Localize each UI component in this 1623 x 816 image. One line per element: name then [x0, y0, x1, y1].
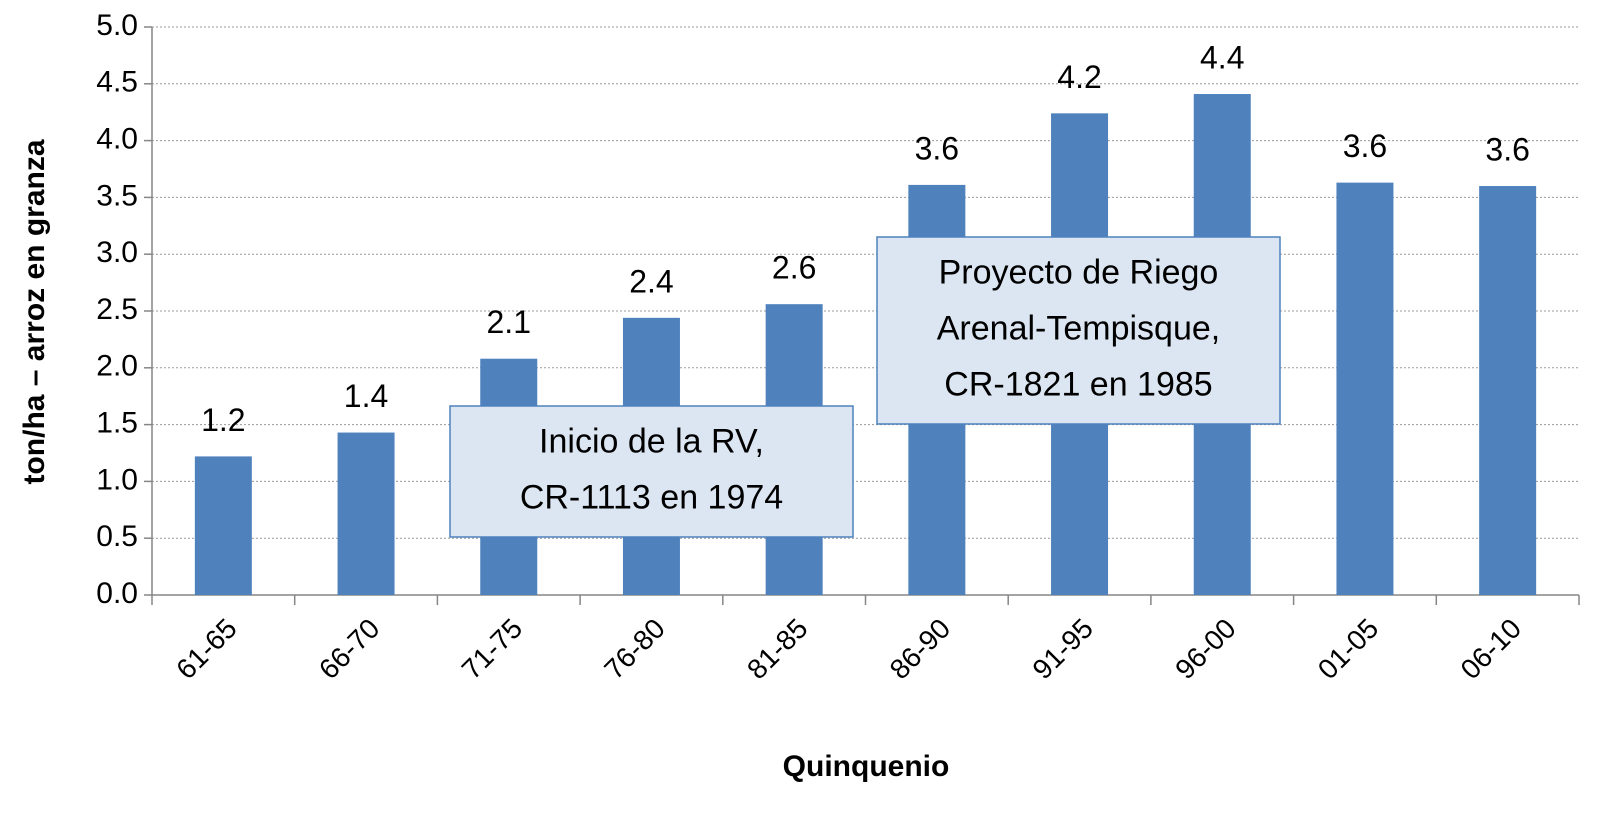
y-tick-label: 4.5: [96, 66, 138, 99]
x-tick-label: 96-00: [1169, 613, 1242, 686]
value-label: 3.6: [1485, 131, 1529, 167]
annotation-box: [876, 236, 1281, 425]
y-tick-label: 3.5: [96, 179, 138, 212]
value-label: 4.2: [1057, 59, 1101, 95]
x-tick-label: 01-05: [1312, 613, 1385, 686]
y-tick-label: 3.0: [96, 236, 138, 269]
y-tick-label: 5.0: [96, 9, 138, 42]
annotation-text: Arenal-Tempisque,: [937, 309, 1220, 347]
value-label: 4.4: [1200, 39, 1244, 75]
value-label: 2.6: [772, 250, 816, 286]
x-tick-label: 86-90: [884, 613, 957, 686]
value-label: 1.2: [201, 402, 245, 438]
y-tick-label: 1.0: [96, 463, 138, 496]
bar: [1336, 182, 1394, 595]
annotation-box: [449, 405, 854, 538]
value-label: 3.6: [1343, 128, 1387, 164]
annotation-text: CR-1821 en 1985: [944, 365, 1212, 403]
x-tick-label: 76-80: [598, 613, 671, 686]
value-label: 3.6: [915, 130, 959, 166]
annotation-text: Inicio de la RV,: [539, 422, 764, 460]
y-tick-label: 4.0: [96, 123, 138, 156]
y-tick-label: 2.5: [96, 293, 138, 326]
value-label: 2.4: [629, 263, 673, 299]
bar: [194, 456, 252, 595]
annotation-text: CR-1113 en 1974: [520, 478, 783, 516]
y-axis-title: ton/ha – arroz en granza: [18, 139, 51, 484]
bar: [1479, 186, 1537, 596]
y-tick-label: 2.0: [96, 350, 138, 383]
x-axis-title: Quinquenio: [783, 750, 950, 783]
x-tick-label: 81-85: [741, 613, 814, 686]
y-tick-label: 0.0: [96, 577, 138, 610]
x-tick-label: 61-65: [170, 613, 243, 686]
bar: [337, 432, 395, 595]
x-tick-label: 66-70: [313, 613, 386, 686]
value-label: 2.1: [487, 304, 531, 340]
y-tick-label: 1.5: [96, 407, 138, 440]
x-tick-label: 71-75: [456, 613, 529, 686]
x-tick-label: 06-10: [1455, 613, 1528, 686]
x-tick-label: 91-95: [1026, 613, 1099, 686]
y-tick-label: 0.5: [96, 520, 138, 553]
value-label: 1.4: [344, 378, 388, 414]
annotation-text: Proyecto de Riego: [939, 253, 1219, 291]
